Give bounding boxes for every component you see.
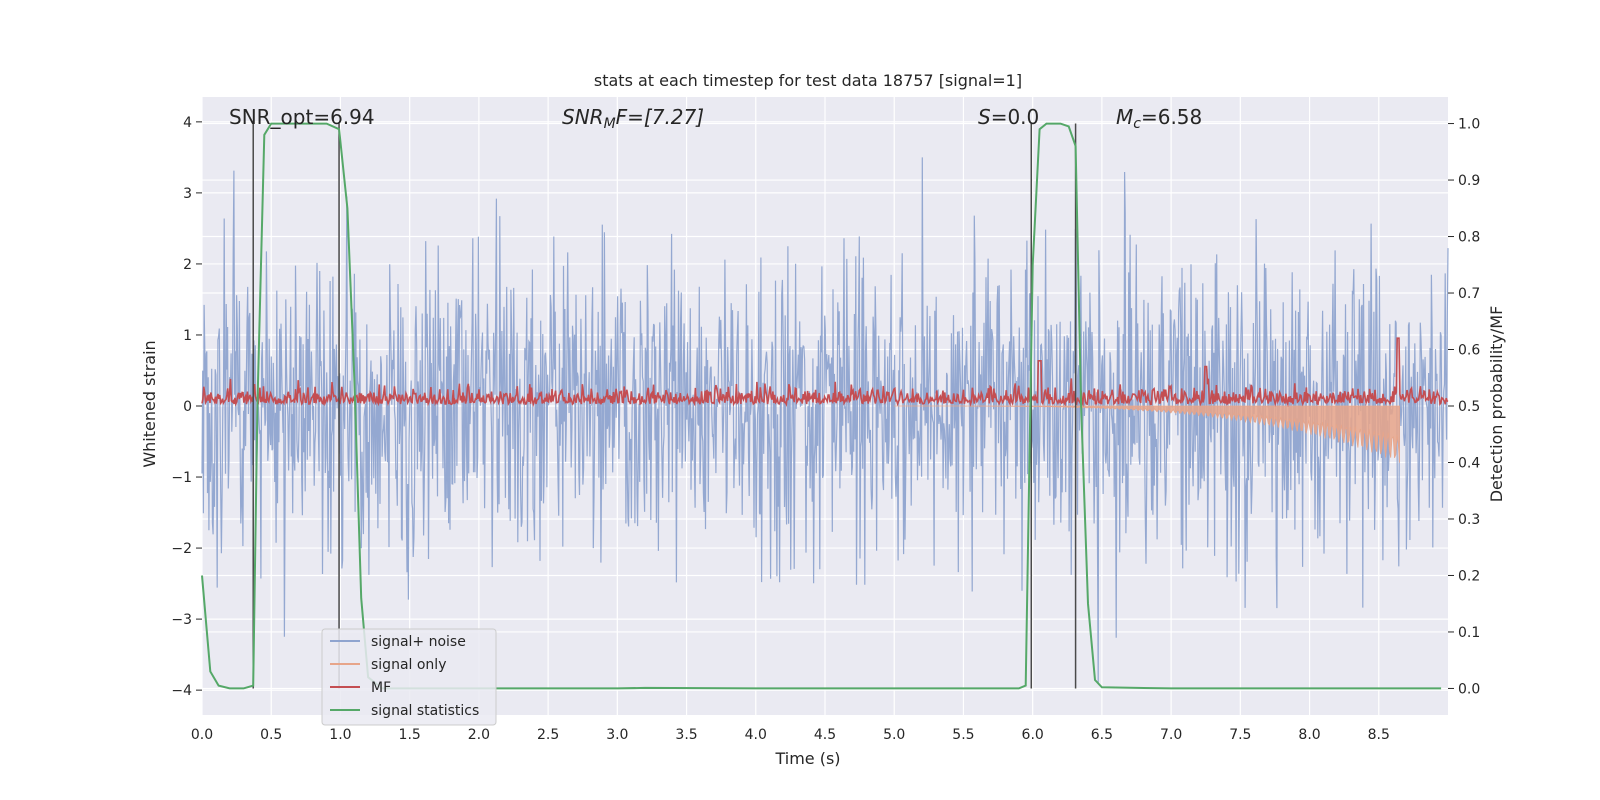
annotation-s: S=0.0 (978, 105, 1039, 129)
left-y-tick-label-5: −1 (171, 470, 192, 486)
annotation-mc: Mc=6.58 (1116, 105, 1202, 132)
right-y-tick-label-8: 0.2 (1458, 568, 1480, 584)
right-y-axis-ticks: 1.0 0.9 0.8 0.7 0.6 0.5 0.4 0.3 0.2 0.1 0.0 (1448, 117, 1480, 697)
x-tick-label-9: 4.5 (814, 727, 836, 743)
annotation-snr-opt: SNR_opt=6.94 (229, 105, 375, 129)
left-y-tick-label-0: 4 (183, 115, 192, 131)
left-y-tick-label-4: 0 (183, 399, 192, 415)
left-y-tick-label-3: 1 (183, 328, 192, 344)
left-y-tick-label-7: −3 (171, 612, 192, 628)
legend-label-2: MF (371, 680, 391, 696)
x-axis-ticks: 0.0 0.5 1.0 1.5 2.0 2.5 3.0 3.5 4.0 4.5 5.0 5.5 6.0 6… (191, 727, 1390, 743)
mf-line (201, 337, 1449, 408)
x-tick-label-12: 6.0 (1022, 727, 1044, 743)
chart-title: stats at each timestep for test data 187… (594, 71, 1022, 90)
x-tick-label-17: 8.5 (1368, 727, 1390, 743)
right-y-tick-label-9: 0.1 (1458, 625, 1480, 641)
left-y-tick-label-2: 2 (183, 257, 192, 273)
x-tick-label-11: 5.5 (952, 727, 974, 743)
legend-box (321, 628, 497, 726)
left-y-axis-ticks: 4 3 2 1 0 −1 −2 −3 −4 (171, 115, 202, 699)
x-tick-label-4: 2.0 (468, 727, 490, 743)
left-y-tick-label-8: −4 (171, 683, 192, 699)
right-y-tick-label-4: 0.6 (1458, 343, 1480, 359)
x-tick-label-3: 1.5 (399, 727, 421, 743)
signal-only-line (894, 405, 1400, 463)
x-axis-label: Time (s) (774, 749, 840, 768)
x-tick-label-2: 1.0 (329, 727, 351, 743)
right-y-tick-label-1: 0.9 (1458, 173, 1480, 189)
series-mf (201, 337, 1449, 408)
x-tick-label-6: 3.0 (606, 727, 628, 743)
x-tick-label-14: 7.0 (1160, 727, 1182, 743)
right-y-tick-label-10: 0.0 (1458, 681, 1480, 697)
x-tick-label-8: 4.0 (745, 727, 767, 743)
annotation-snr-mf: SNRMF=[7.27] (562, 105, 704, 132)
x-tick-label-13: 6.5 (1091, 727, 1113, 743)
left-y-tick-label-6: −2 (171, 541, 192, 557)
left-y-tick-label-1: 3 (183, 186, 192, 202)
x-tick-label-16: 8.0 (1298, 727, 1320, 743)
legend-label-0: signal+ noise (371, 634, 466, 650)
x-tick-label-10: 5.0 (883, 727, 905, 743)
right-y-tick-label-7: 0.3 (1458, 512, 1480, 528)
legend: signal+ noise signal only MF signal statist… (321, 628, 497, 726)
right-y-tick-label-0: 1.0 (1458, 117, 1480, 133)
vertical-markers (252, 123, 1077, 689)
legend-label-1: signal only (371, 657, 446, 673)
right-y-tick-label-5: 0.5 (1458, 399, 1480, 415)
x-tick-label-5: 2.5 (537, 727, 559, 743)
x-tick-label-1: 0.5 (260, 727, 282, 743)
right-y-tick-label-6: 0.4 (1458, 455, 1480, 471)
series-signal-only (894, 405, 1400, 463)
right-y-tick-label-3: 0.7 (1458, 286, 1480, 302)
plot-area (201, 97, 1449, 715)
signal-plus-noise-line (201, 157, 1449, 684)
x-tick-label-7: 3.5 (675, 727, 697, 743)
right-y-axis-label: Detection probability/MF (1487, 306, 1506, 503)
x-tick-label-0: 0.0 (191, 727, 213, 743)
x-tick-label-15: 7.5 (1229, 727, 1251, 743)
legend-label-3: signal statistics (371, 703, 479, 719)
left-y-axis-label: Whitened strain (140, 340, 159, 467)
right-y-tick-label-2: 0.8 (1458, 230, 1480, 246)
series-signal-plus-noise (201, 157, 1449, 684)
